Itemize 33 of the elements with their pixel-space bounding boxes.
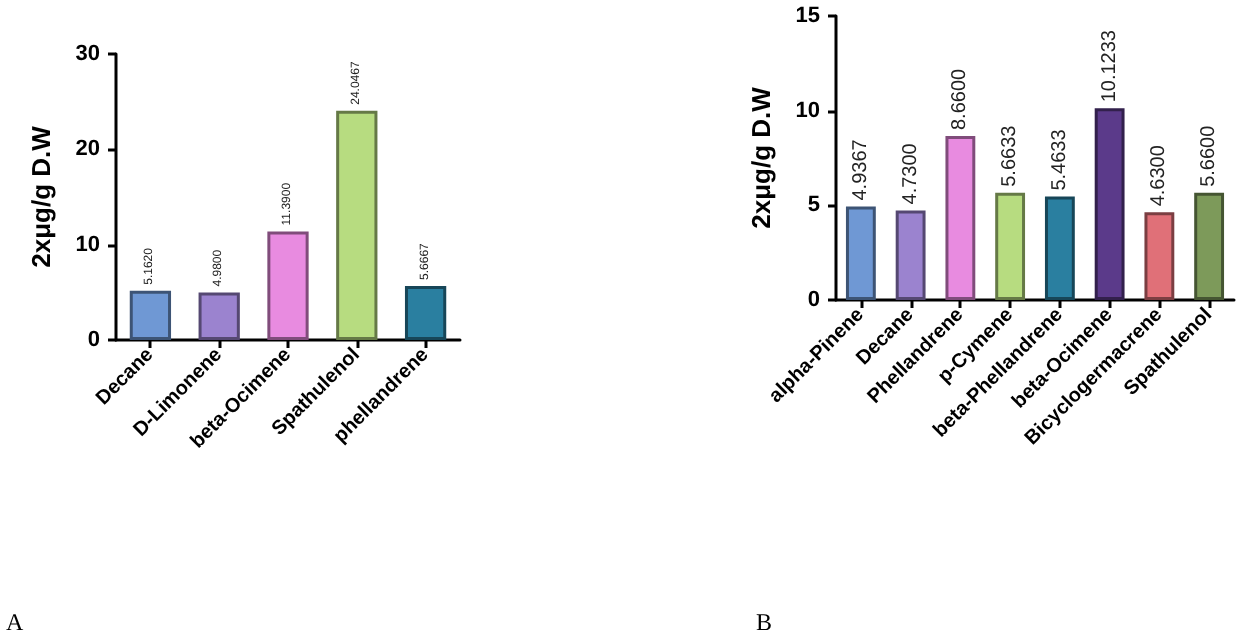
bar xyxy=(895,210,926,300)
data-label: 10.1233 xyxy=(1098,29,1121,103)
y-tick-label: 5 xyxy=(807,193,820,218)
data-label: 8.6600 xyxy=(949,67,972,131)
bar xyxy=(267,231,309,340)
bar xyxy=(129,290,172,340)
y-tick-label: 30 xyxy=(75,42,100,66)
bar xyxy=(1044,196,1075,300)
bar xyxy=(198,292,240,340)
bar xyxy=(336,110,378,340)
data-label: 4.7300 xyxy=(899,142,922,205)
text: A xyxy=(6,608,24,636)
y-tick-label: 10 xyxy=(795,98,820,123)
data-label: 5.6633 xyxy=(999,124,1022,187)
y-tick-label: 20 xyxy=(75,137,100,162)
data-label: 4.6300 xyxy=(1148,144,1171,207)
y-axis-title: 2xμg/g D.W xyxy=(745,85,776,229)
bar xyxy=(1144,212,1175,300)
y-tick-label: 15 xyxy=(795,4,820,28)
bar xyxy=(1094,108,1125,300)
y-tick-label: 0 xyxy=(87,328,100,352)
data-label: 5.4633 xyxy=(1048,128,1071,191)
y-axis-title: 2xμg/g D.W xyxy=(25,124,56,268)
bar xyxy=(845,206,876,300)
data-label: 4.9367 xyxy=(849,138,872,201)
bar xyxy=(995,192,1026,300)
y-tick-label: 10 xyxy=(75,232,100,257)
text: B xyxy=(756,608,773,636)
bar xyxy=(945,136,976,300)
bar xyxy=(1194,192,1225,300)
bar xyxy=(404,285,447,340)
y-tick-label: 0 xyxy=(807,288,820,312)
data-label: 5.6600 xyxy=(1198,124,1221,187)
